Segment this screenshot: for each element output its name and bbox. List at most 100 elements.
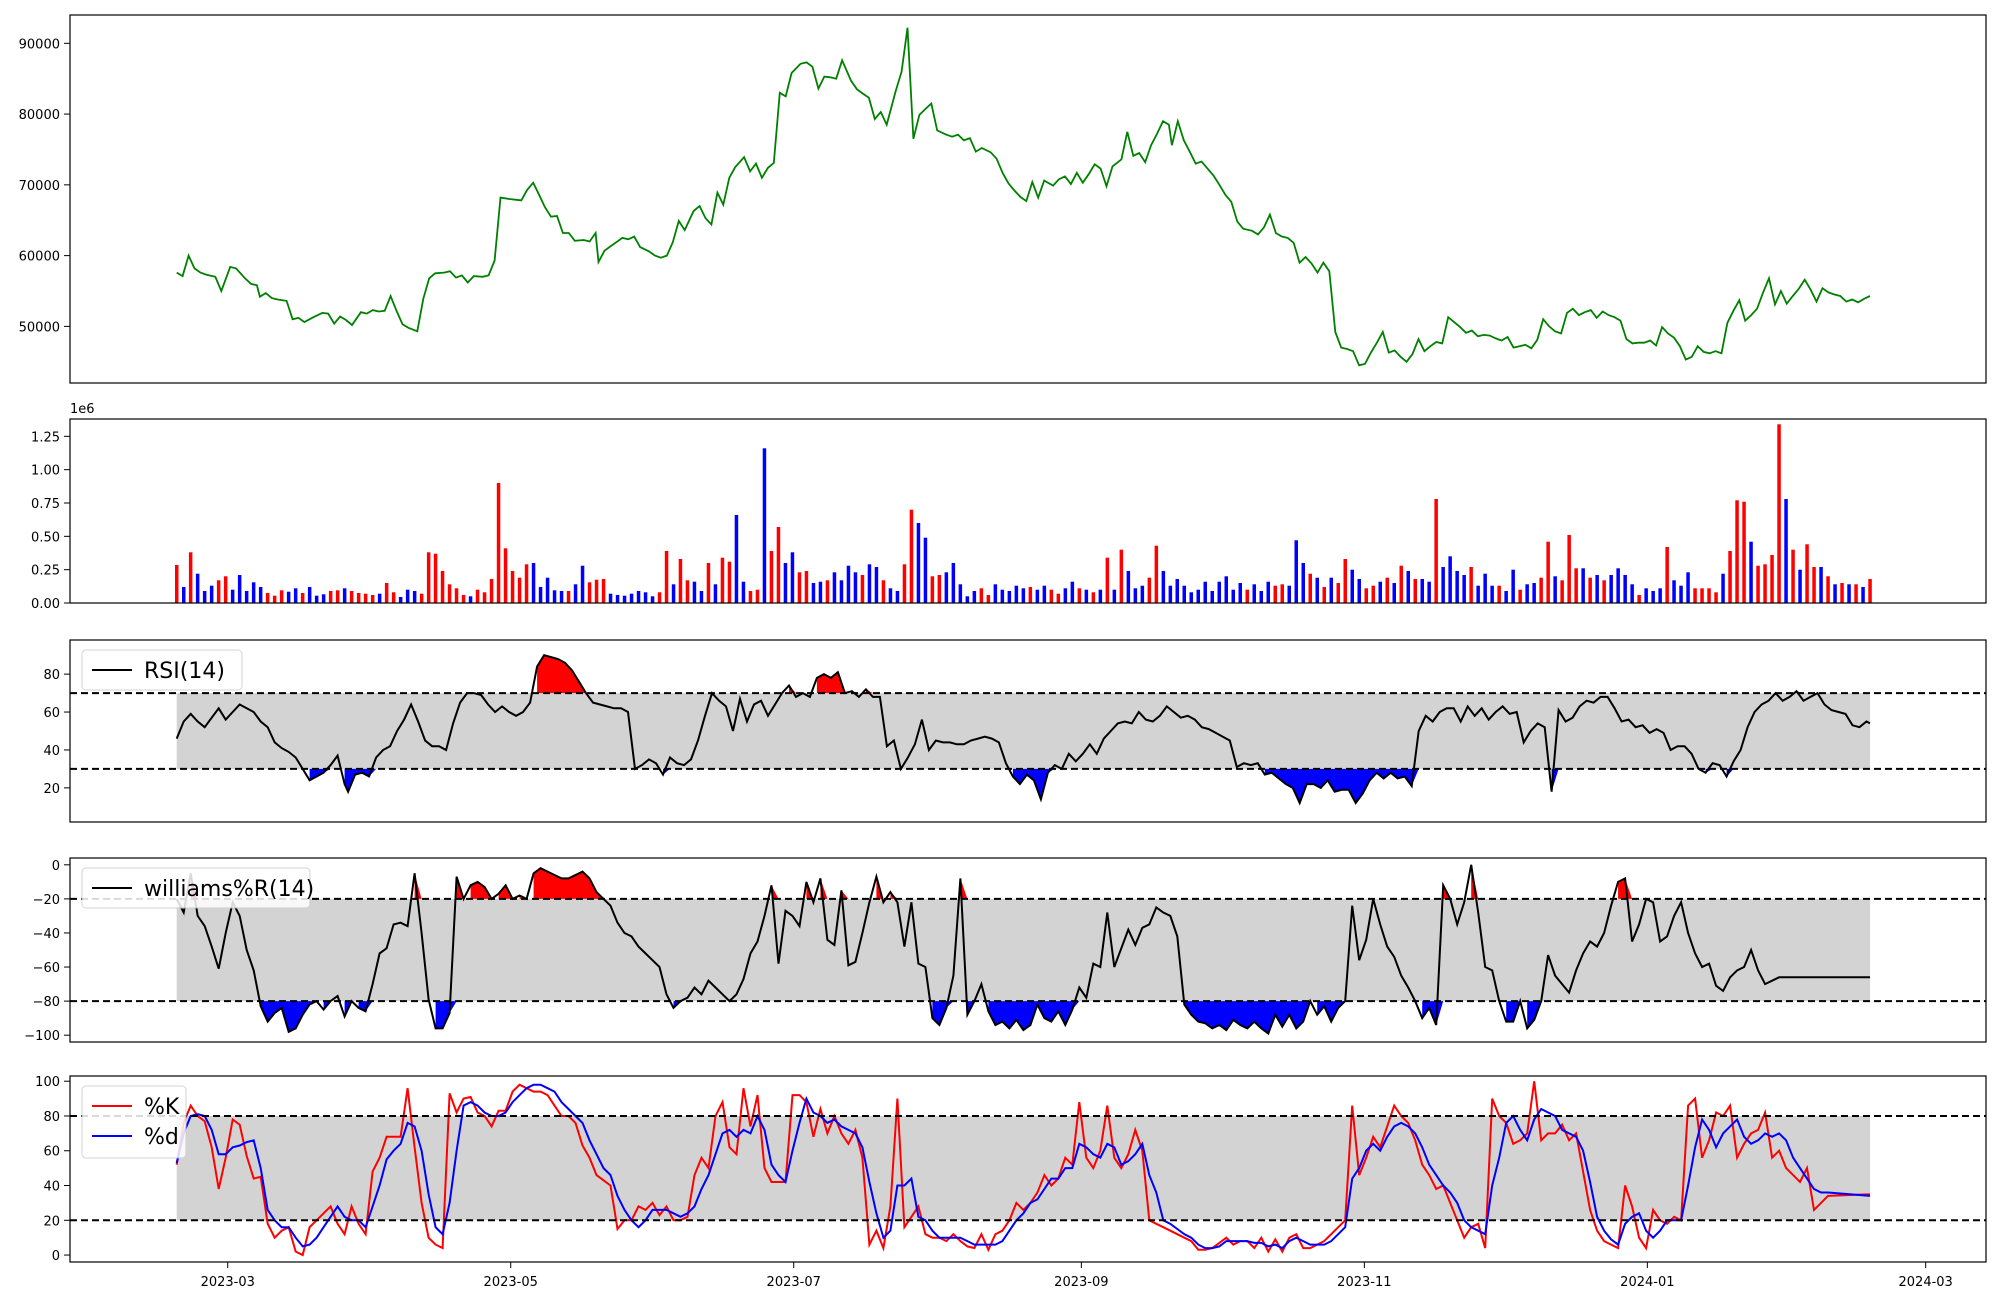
volume-bar bbox=[419, 593, 424, 603]
volume-bar bbox=[538, 587, 543, 603]
volume-bar bbox=[622, 595, 627, 603]
price-panel-ytick-label: 60000 bbox=[19, 250, 60, 265]
volume-bar bbox=[944, 572, 949, 603]
volume-bar bbox=[1770, 555, 1774, 603]
volume-bar bbox=[692, 581, 697, 603]
volume-bar bbox=[1777, 424, 1781, 603]
volume-bar bbox=[1252, 584, 1256, 603]
volume-bar bbox=[1805, 544, 1809, 603]
volume-bar bbox=[874, 567, 879, 603]
volume-bar bbox=[720, 557, 725, 603]
volume-bar bbox=[1665, 547, 1669, 603]
volume-panel: 0.00 0.25 0.50 0.75 1.00 1.25 1e6 bbox=[31, 402, 1987, 612]
volume-bar bbox=[650, 596, 655, 603]
williams-panel-ytick-label: −20 bbox=[33, 893, 60, 908]
volume-bar bbox=[1273, 585, 1277, 603]
williams-panel: −100 −80 −60 −40 −20 0 williams%R(14) bbox=[24, 857, 1987, 1044]
volume-bar bbox=[1518, 589, 1522, 603]
volume-bar bbox=[671, 584, 676, 603]
volume-bar bbox=[468, 596, 473, 603]
volume-bar bbox=[384, 583, 389, 603]
volume-bar bbox=[860, 575, 865, 603]
volume-bar bbox=[797, 572, 802, 603]
volume-panel-ytick-label: 0.25 bbox=[31, 564, 60, 579]
stochastic-panel: 0 20 40 60 80 100 %K %d bbox=[35, 1075, 1987, 1264]
volume-bar bbox=[594, 579, 599, 603]
price-panel-ytick-label: 70000 bbox=[19, 179, 60, 194]
volume-bar bbox=[447, 584, 452, 603]
volume-bar bbox=[405, 589, 410, 603]
volume-bar bbox=[209, 585, 214, 603]
rsi-panel-frame bbox=[69, 639, 1987, 823]
volume-bar bbox=[342, 588, 347, 603]
volume-bar bbox=[1294, 540, 1298, 603]
volume-bar bbox=[573, 584, 578, 603]
volume-panel-ytick-label: 1.25 bbox=[31, 430, 60, 445]
rsi-panel-band-fill bbox=[176, 693, 1871, 769]
volume-bar bbox=[1203, 581, 1207, 603]
volume-bar bbox=[685, 580, 690, 603]
volume-bar bbox=[1693, 588, 1697, 603]
williams-panel-ytick-label: 0 bbox=[52, 859, 60, 874]
volume-bar bbox=[1028, 587, 1033, 603]
volume-bar bbox=[1175, 579, 1179, 603]
volume-bar bbox=[552, 590, 557, 603]
volume-bar bbox=[1497, 585, 1501, 603]
williams-panel-ytick-label: −100 bbox=[24, 1029, 60, 1044]
williams-panel-line bbox=[175, 864, 1870, 1036]
volume-bar bbox=[1133, 588, 1138, 603]
volume-bar bbox=[1441, 567, 1445, 603]
price-panel-ytick-label: 80000 bbox=[19, 108, 60, 123]
volume-bar bbox=[503, 548, 508, 603]
volume-bar bbox=[531, 563, 536, 603]
volume-bar bbox=[1658, 588, 1662, 603]
volume-bar bbox=[566, 591, 571, 603]
volume-bar bbox=[230, 589, 235, 603]
volume-bar bbox=[1679, 585, 1683, 603]
volume-bar bbox=[370, 595, 375, 603]
volume-bar bbox=[580, 565, 585, 603]
volume-panel-ytick-label: 0.00 bbox=[31, 597, 60, 612]
volume-bar bbox=[1378, 581, 1382, 603]
stochastic-legend: %K %d bbox=[81, 1085, 187, 1159]
williams-panel-ytick-label: −60 bbox=[33, 961, 60, 976]
volume-bar bbox=[1364, 588, 1368, 603]
stoch-line-k bbox=[175, 1081, 1871, 1257]
volume-bar bbox=[1574, 568, 1578, 603]
volume-bar bbox=[1490, 585, 1494, 603]
volume-bar bbox=[1630, 584, 1634, 603]
volume-bar bbox=[1504, 591, 1508, 603]
rsi-panel-legend-label: RSI(14) bbox=[144, 659, 225, 684]
volume-bar bbox=[1714, 592, 1718, 603]
volume-bar bbox=[706, 563, 711, 603]
stochastic-panel-ytick-label: 80 bbox=[43, 1110, 60, 1125]
volume-bar bbox=[300, 593, 305, 603]
x-tick-label: 2023-05 bbox=[484, 1275, 538, 1290]
volume-bar bbox=[902, 564, 907, 603]
volume-bar bbox=[1819, 567, 1823, 603]
volume-bar bbox=[846, 565, 851, 603]
volume-bar bbox=[664, 551, 669, 603]
volume-bar bbox=[1182, 585, 1186, 603]
volume-bar bbox=[909, 509, 914, 603]
volume-bar bbox=[601, 579, 606, 603]
volume-bar bbox=[1532, 583, 1536, 603]
volume-bar bbox=[699, 591, 704, 603]
volume-bar bbox=[1833, 584, 1837, 603]
volume-bar bbox=[1238, 583, 1242, 603]
x-tick-label: 2024-01 bbox=[1620, 1275, 1674, 1290]
volume-bar bbox=[615, 595, 620, 603]
volume-bar bbox=[1035, 589, 1040, 603]
price-line bbox=[176, 27, 1871, 367]
volume-bar bbox=[391, 592, 396, 603]
x-tick-label: 2023-07 bbox=[767, 1275, 821, 1290]
price-panel-ytick-label: 50000 bbox=[19, 320, 60, 335]
volume-bar bbox=[1840, 583, 1844, 603]
volume-bar bbox=[1749, 541, 1753, 603]
volume-bar bbox=[804, 571, 809, 603]
volume-bar bbox=[1154, 545, 1159, 603]
rsi-panel-overbought-fill bbox=[537, 655, 1804, 694]
volume-panel-ytick-label: 1.00 bbox=[31, 464, 60, 479]
williams-panel-legend: williams%R(14) bbox=[81, 867, 314, 909]
volume-bar bbox=[916, 523, 921, 603]
